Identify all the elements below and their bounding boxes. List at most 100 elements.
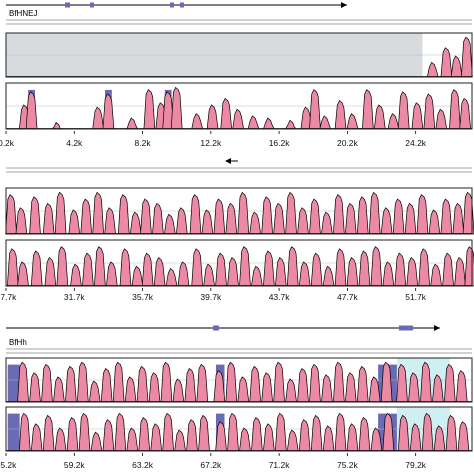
conservation-peak (117, 194, 130, 235)
conservation-peak (382, 261, 395, 287)
conservation-peak (94, 246, 106, 287)
conservation-peak (129, 211, 142, 235)
conservation-peak (92, 191, 105, 235)
conservation-peak (175, 207, 188, 235)
conservation-peak (362, 89, 374, 130)
conservation-peak (80, 198, 93, 235)
conservation-peak (227, 257, 239, 287)
conservation-peak (29, 372, 41, 403)
conservation-peak (251, 265, 263, 287)
conservation-peak (220, 97, 233, 130)
conservation-peak (370, 246, 383, 287)
conservation-peak (112, 361, 125, 403)
conservation-peak (261, 372, 274, 403)
conservation-peak (263, 423, 275, 452)
conservation-peak (249, 211, 262, 235)
axis-tick-label: 47.7k (337, 292, 359, 302)
conservation-peak (6, 248, 19, 287)
conservation-peak (186, 419, 198, 452)
conservation-peak (191, 113, 204, 130)
conservation-peak (406, 257, 419, 287)
conservation-peak (18, 412, 31, 452)
conservation-peak (76, 361, 89, 403)
conservation-peak (285, 191, 297, 235)
conservation-peak (90, 431, 103, 452)
conservation-peak (148, 372, 161, 403)
conservation-peak (356, 196, 369, 235)
conservation-peak (454, 257, 466, 287)
conservation-peak (138, 417, 151, 452)
conservation-peak (165, 267, 178, 287)
axis-tick-label: 35.7k (132, 292, 154, 302)
conservation-peak (196, 363, 209, 403)
conservation-peak (368, 191, 381, 235)
panel-1: BfHNEJ 0.2k 4.2k 8.2k 12.2k 16.2k 20.2k 24.2k (0, 2, 473, 148)
conservation-peak (397, 91, 410, 130)
panel-2: 27.7k 31.7k 35.7k 39.7k 43.7k 47.7k 51.7k (0, 158, 474, 302)
conservation-peak (68, 209, 81, 235)
conservation-peak (298, 261, 311, 287)
gene-exon-box (90, 2, 94, 8)
axis-tick-label: 59.2k (64, 460, 86, 470)
conservation-peak (160, 361, 173, 403)
conservation-peak (114, 412, 127, 452)
track-2 (5, 406, 473, 452)
track-1 (5, 32, 473, 78)
conservation-peak (262, 117, 275, 130)
conservation-peak (56, 246, 69, 287)
conservation-peak (42, 414, 55, 452)
conservation-peak (435, 108, 448, 130)
track-frame (5, 82, 473, 130)
conservation-peak (322, 425, 335, 452)
conservation-peak (423, 93, 436, 130)
conservation-peak (333, 361, 345, 403)
conservation-peak (273, 361, 285, 403)
exon-region (7, 413, 20, 451)
conservation-peak (334, 248, 347, 287)
conservation-peak (5, 194, 17, 235)
conservation-peak (344, 372, 357, 403)
axis-tick-label: 79.2k (405, 460, 427, 470)
conservation-peak (392, 198, 405, 235)
conservation-peak (225, 361, 238, 403)
conservation-peak (141, 252, 154, 287)
gene-label: BfHh (9, 338, 27, 347)
conservation-peak (102, 419, 115, 452)
conservation-peak (198, 414, 210, 452)
conservation-peak (298, 419, 311, 452)
gene-exon-box (399, 325, 413, 331)
conservation-peak (42, 202, 55, 235)
conservation-peak (274, 257, 287, 287)
conservation-peak (100, 368, 113, 403)
conservation-peak (102, 93, 115, 130)
conservation-peak (274, 412, 287, 452)
conservation-peak (143, 89, 156, 130)
conservation-peak (428, 209, 441, 235)
conservation-peak (15, 207, 28, 235)
conservation-peak (404, 202, 417, 235)
conservation-peak (416, 194, 429, 235)
track-frame (5, 239, 473, 287)
conservation-peak (461, 36, 473, 78)
conservation-peak (82, 252, 94, 287)
conservation-peak (286, 246, 299, 287)
conservation-peak (273, 202, 285, 235)
conservation-peak (237, 191, 250, 235)
track-frame (5, 32, 473, 78)
conservation-peak (53, 376, 65, 403)
conservation-peak (344, 202, 357, 235)
conservation-peak (310, 414, 323, 452)
conservation-peak (124, 376, 137, 403)
exon-region (7, 364, 20, 402)
conservation-peak (430, 263, 443, 287)
conservation-peak (88, 380, 101, 403)
axis-tick-label: 12.2k (200, 138, 222, 148)
conservation-peak (66, 417, 79, 452)
conservation-peak (452, 202, 465, 235)
conservation-peak (215, 252, 227, 287)
conservation-peak (78, 412, 91, 452)
conservation-peak (54, 191, 67, 235)
conservation-peak (150, 423, 163, 452)
axis-tick-label: 71.2k (269, 460, 291, 470)
